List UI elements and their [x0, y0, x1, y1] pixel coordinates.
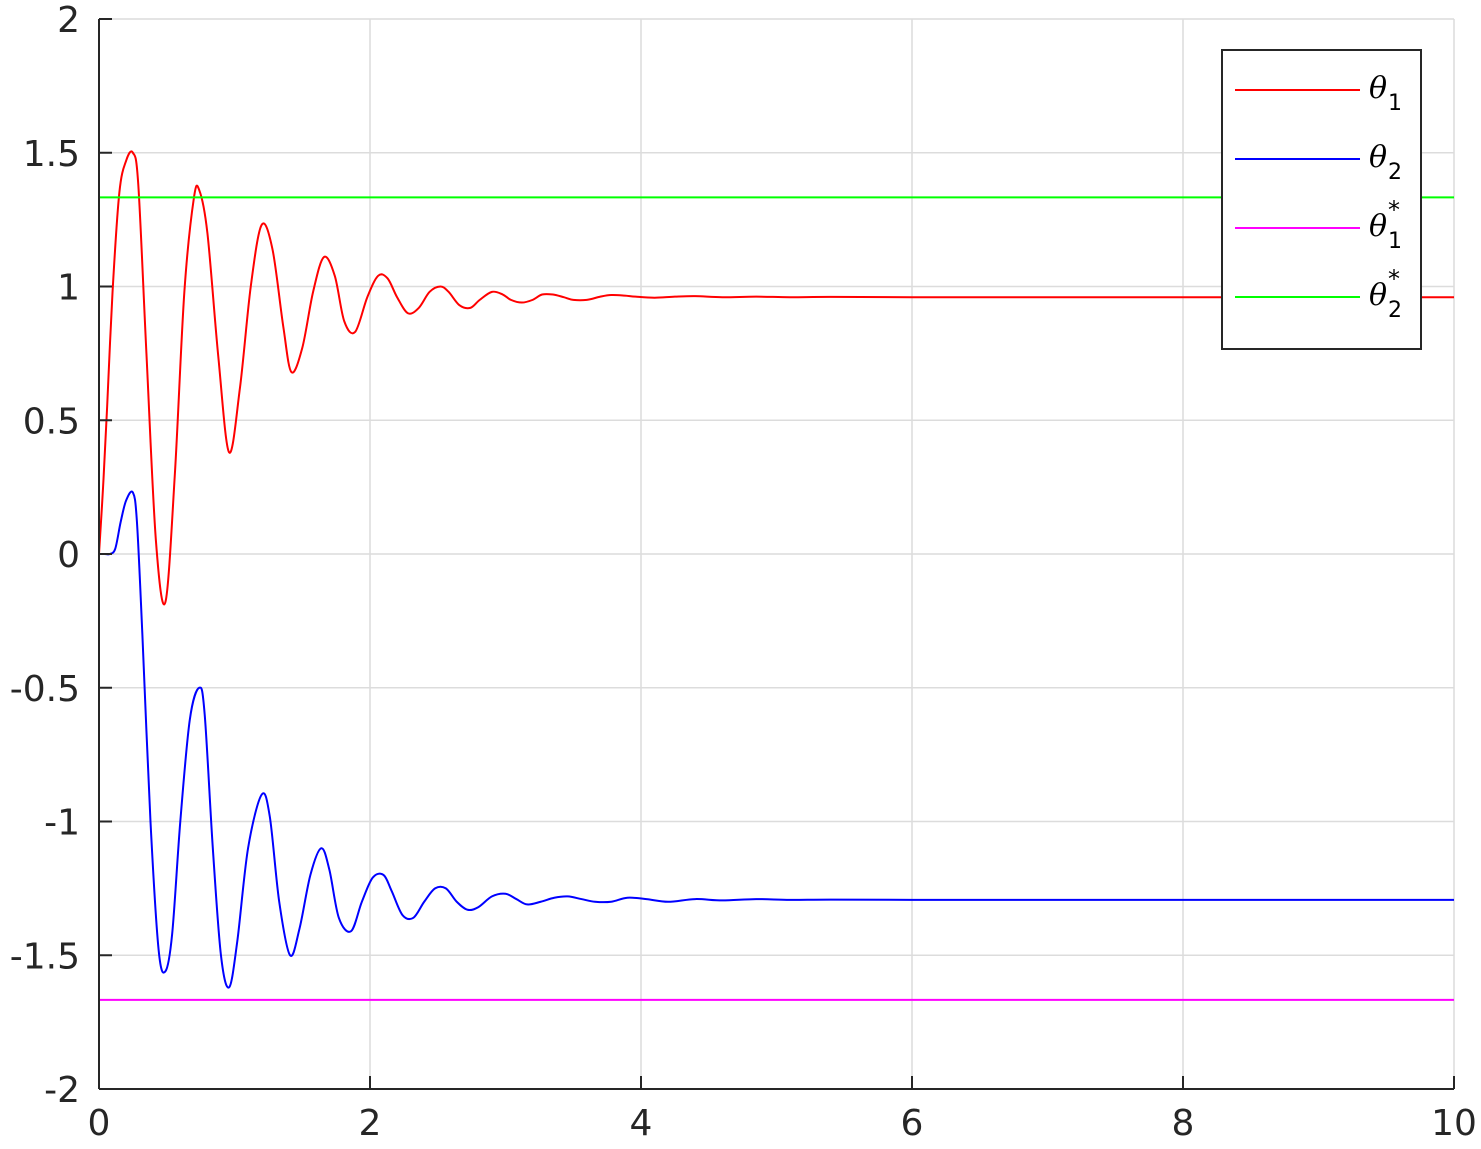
- x-tick-label-3: 6: [901, 1103, 924, 1144]
- tick-labels: 0 2 4 6 8 10 -2 -1.5 -1 -0.5 0 0.5 1 1.5 2: [10, 0, 1477, 1144]
- x-tick-label-5: 10: [1431, 1103, 1477, 1144]
- x-tick-label-1: 2: [359, 1103, 382, 1144]
- y-tick-label-6: 1: [57, 268, 80, 309]
- x-tick-label-0: 0: [88, 1103, 111, 1144]
- legend-label-2: θ2: [1369, 140, 1402, 185]
- y-tick-label-0: -2: [44, 1070, 80, 1111]
- y-tick-label-7: 1.5: [23, 134, 80, 175]
- y-tick-label-2: -1: [44, 803, 80, 844]
- y-tick-label-8: 2: [57, 0, 80, 41]
- legend-label-4: θ2: [1369, 278, 1402, 323]
- axes: [98, 18, 1455, 1090]
- legend-superscript-3: *: [1388, 196, 1400, 224]
- legend-superscript-4: *: [1388, 265, 1400, 293]
- y-tick-label-5: 0.5: [23, 401, 80, 442]
- y-tick-label-3: -0.5: [10, 669, 80, 710]
- legend-box: [1221, 49, 1422, 350]
- legend-label-3: θ1: [1369, 209, 1402, 254]
- series-line-1: [98, 150, 1454, 606]
- y-tick-label-4: 0: [57, 535, 80, 576]
- series-line-2: [99, 490, 1454, 989]
- x-tick-label-4: 8: [1172, 1103, 1195, 1144]
- legend-label-1: θ1: [1369, 71, 1402, 116]
- y-tick-label-1: -1.5: [10, 936, 80, 977]
- x-tick-label-2: 4: [630, 1103, 653, 1144]
